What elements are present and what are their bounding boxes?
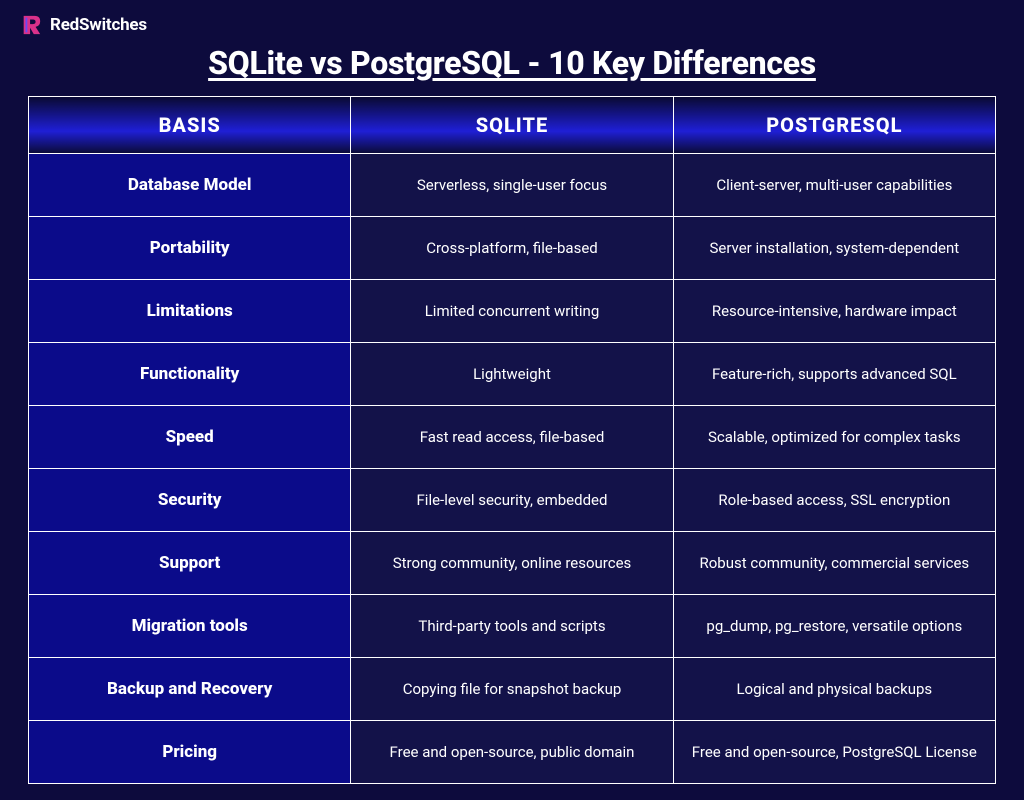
brand-name: RedSwitches — [50, 15, 147, 35]
basis-cell: Limitations — [29, 280, 351, 343]
comparison-table: BASIS SQLITE POSTGRESQL Database Model S… — [28, 96, 996, 784]
table-row: Functionality Lightweight Feature-rich, … — [29, 343, 996, 406]
table-row: Migration tools Third-party tools and sc… — [29, 595, 996, 658]
table-header-row: BASIS SQLITE POSTGRESQL — [29, 97, 996, 154]
table-body: Database Model Serverless, single-user f… — [29, 154, 996, 784]
postgresql-cell: Role-based access, SSL encryption — [673, 469, 995, 532]
basis-cell: Speed — [29, 406, 351, 469]
postgresql-cell: Server installation, system-dependent — [673, 217, 995, 280]
sqlite-cell: Strong community, online resources — [351, 532, 673, 595]
basis-cell: Migration tools — [29, 595, 351, 658]
table-row: Support Strong community, online resourc… — [29, 532, 996, 595]
postgresql-cell: Client-server, multi-user capabilities — [673, 154, 995, 217]
sqlite-cell: Free and open-source, public domain — [351, 721, 673, 784]
redswitches-icon — [20, 14, 42, 36]
col-header-postgresql: POSTGRESQL — [673, 97, 995, 154]
sqlite-cell: Fast read access, file-based — [351, 406, 673, 469]
table-row: Backup and Recovery Copying file for sna… — [29, 658, 996, 721]
page-title: SQLite vs PostgreSQL - 10 Key Difference… — [0, 44, 1024, 82]
table-row: Database Model Serverless, single-user f… — [29, 154, 996, 217]
postgresql-cell: Robust community, commercial services — [673, 532, 995, 595]
postgresql-cell: Scalable, optimized for complex tasks — [673, 406, 995, 469]
table-row: Limitations Limited concurrent writing R… — [29, 280, 996, 343]
sqlite-cell: Third-party tools and scripts — [351, 595, 673, 658]
table-row: Portability Cross-platform, file-based S… — [29, 217, 996, 280]
sqlite-cell: Cross-platform, file-based — [351, 217, 673, 280]
col-header-sqlite: SQLITE — [351, 97, 673, 154]
basis-cell: Support — [29, 532, 351, 595]
col-header-basis: BASIS — [29, 97, 351, 154]
postgresql-cell: pg_dump, pg_restore, versatile options — [673, 595, 995, 658]
basis-cell: Backup and Recovery — [29, 658, 351, 721]
basis-cell: Portability — [29, 217, 351, 280]
sqlite-cell: Copying file for snapshot backup — [351, 658, 673, 721]
postgresql-cell: Free and open-source, PostgreSQL License — [673, 721, 995, 784]
sqlite-cell: Limited concurrent writing — [351, 280, 673, 343]
table-row: Speed Fast read access, file-based Scala… — [29, 406, 996, 469]
postgresql-cell: Resource-intensive, hardware impact — [673, 280, 995, 343]
basis-cell: Pricing — [29, 721, 351, 784]
sqlite-cell: Lightweight — [351, 343, 673, 406]
postgresql-cell: Feature-rich, supports advanced SQL — [673, 343, 995, 406]
basis-cell: Functionality — [29, 343, 351, 406]
sqlite-cell: File-level security, embedded — [351, 469, 673, 532]
brand-logo: RedSwitches — [0, 0, 1024, 40]
table-row: Security File-level security, embedded R… — [29, 469, 996, 532]
table-row: Pricing Free and open-source, public dom… — [29, 721, 996, 784]
postgresql-cell: Logical and physical backups — [673, 658, 995, 721]
basis-cell: Security — [29, 469, 351, 532]
sqlite-cell: Serverless, single-user focus — [351, 154, 673, 217]
basis-cell: Database Model — [29, 154, 351, 217]
